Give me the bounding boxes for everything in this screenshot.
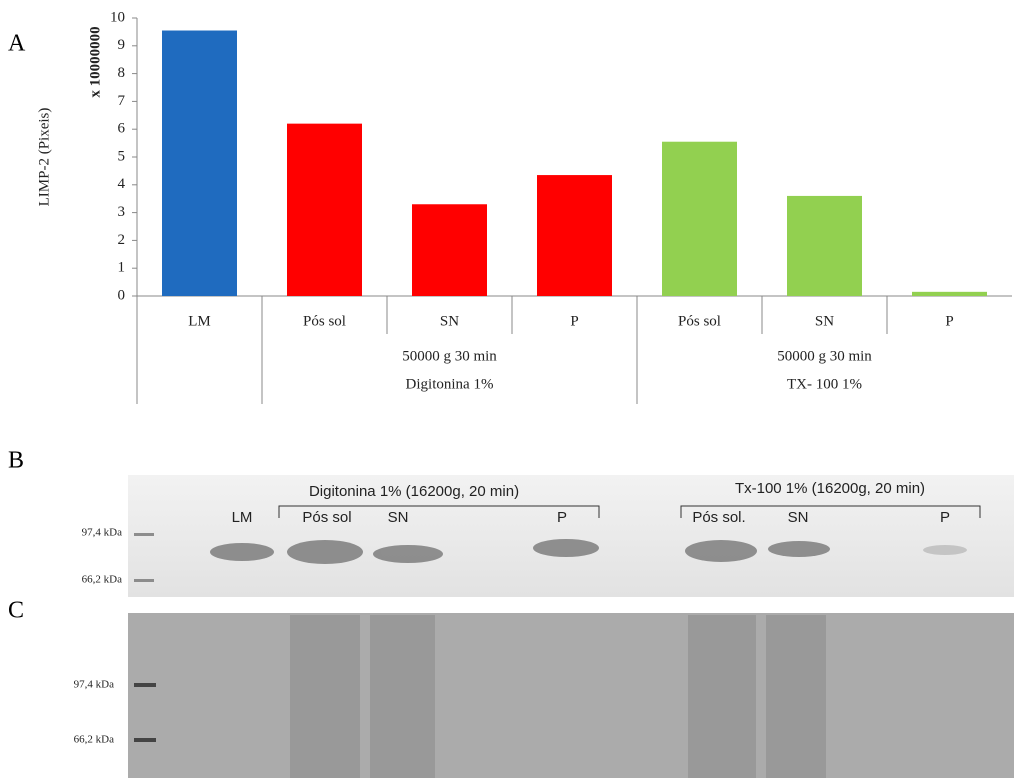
- group-label: TX- 100 1%: [787, 376, 862, 392]
- x-tick-label: P: [945, 313, 953, 329]
- lane-label: SN: [788, 509, 809, 526]
- marker-label: 66,2 kDa: [82, 574, 122, 586]
- bar: [537, 175, 612, 296]
- bar: [287, 124, 362, 296]
- y-axis-label: LIMP-2 (Pixeis): [36, 108, 52, 207]
- x-tick-label: Pós sol: [303, 313, 346, 329]
- group-label: 50000 g 30 min: [777, 348, 872, 364]
- bar: [662, 142, 737, 296]
- x-tick-label: P: [570, 313, 578, 329]
- marker-label: 97,4 kDa: [82, 527, 122, 539]
- panel-label: B: [8, 448, 24, 474]
- panel-label: A: [8, 31, 26, 57]
- y-tick-label: 9: [118, 37, 126, 53]
- x-tick-label: SN: [815, 313, 834, 329]
- y-tick-label: 0: [118, 287, 126, 303]
- gel-header: Digitonina 1% (16200g, 20 min): [309, 483, 519, 500]
- y-tick-label: 1: [118, 260, 126, 276]
- bar: [787, 196, 862, 296]
- y-tick-label: 8: [118, 65, 126, 81]
- lane-label: LM: [232, 509, 253, 526]
- bar: [162, 31, 237, 296]
- bar: [912, 292, 987, 296]
- lane-label: SN: [388, 509, 409, 526]
- lane-label: P: [940, 509, 950, 526]
- y-multiplier: x 10000000: [87, 26, 103, 97]
- marker-label: 66,2 kDa: [74, 734, 114, 746]
- panel-label: C: [8, 598, 24, 624]
- x-tick-label: LM: [188, 313, 211, 329]
- y-tick-label: 6: [118, 121, 126, 137]
- marker-label: 97,4 kDa: [74, 679, 114, 691]
- gel-c: [128, 613, 1014, 778]
- lane-label: P: [557, 509, 567, 526]
- y-tick-label: 4: [118, 176, 126, 192]
- lane-label: Pós sol.: [692, 509, 745, 526]
- bar: [412, 204, 487, 296]
- y-tick-label: 7: [118, 93, 126, 109]
- lane-label: Pós sol: [302, 509, 351, 526]
- group-label: Digitonina 1%: [406, 376, 494, 392]
- y-tick-label: 10: [110, 9, 125, 25]
- group-label: 50000 g 30 min: [402, 348, 497, 364]
- gel-header: Tx-100 1% (16200g, 20 min): [735, 480, 925, 497]
- x-tick-label: SN: [440, 313, 459, 329]
- x-tick-label: Pós sol: [678, 313, 721, 329]
- y-tick-label: 5: [118, 148, 126, 164]
- y-tick-label: 2: [118, 232, 126, 248]
- y-tick-label: 3: [118, 204, 126, 220]
- figure: A B C LIMP-2 (Pixeis) x 10000000 Digiton…: [0, 0, 1014, 778]
